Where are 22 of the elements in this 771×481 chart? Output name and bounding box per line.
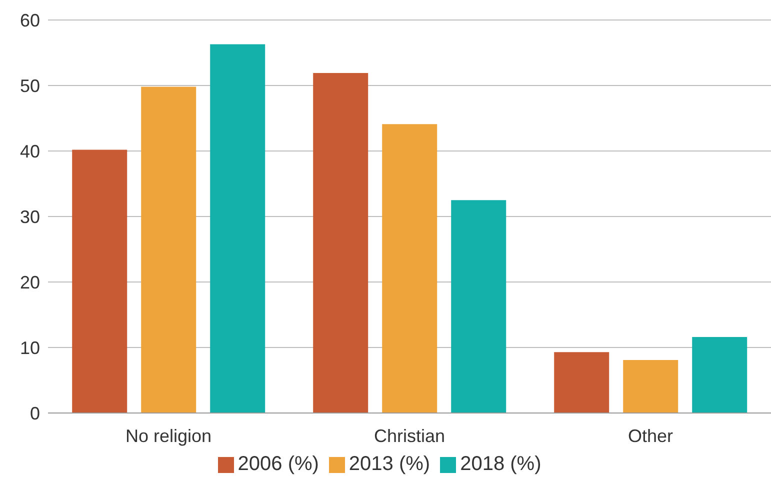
legend-label: 2013 (%) (348, 453, 430, 475)
y-tick-label: 60 (20, 10, 40, 30)
x-tick-label: Other (628, 426, 674, 446)
y-tick-label: 30 (20, 206, 40, 227)
y-tick-label: 40 (20, 141, 40, 162)
y-tick-label: 50 (20, 76, 40, 96)
bar (313, 73, 368, 413)
y-tick-label: 20 (20, 272, 40, 292)
x-tick-label: No religion (125, 426, 212, 446)
bar (451, 200, 506, 413)
legend-label: 2006 (%) (238, 453, 319, 475)
bar (141, 86, 196, 413)
bar (554, 352, 610, 413)
bar (210, 44, 266, 413)
bar (72, 150, 128, 413)
legend-label: 2018 (%) (460, 453, 542, 475)
bar (382, 124, 438, 413)
x-tick-label: Christian (374, 426, 446, 446)
bar (692, 337, 748, 413)
y-tick-label: 0 (30, 403, 40, 424)
y-tick-label: 10 (20, 338, 40, 358)
bar (623, 360, 678, 413)
